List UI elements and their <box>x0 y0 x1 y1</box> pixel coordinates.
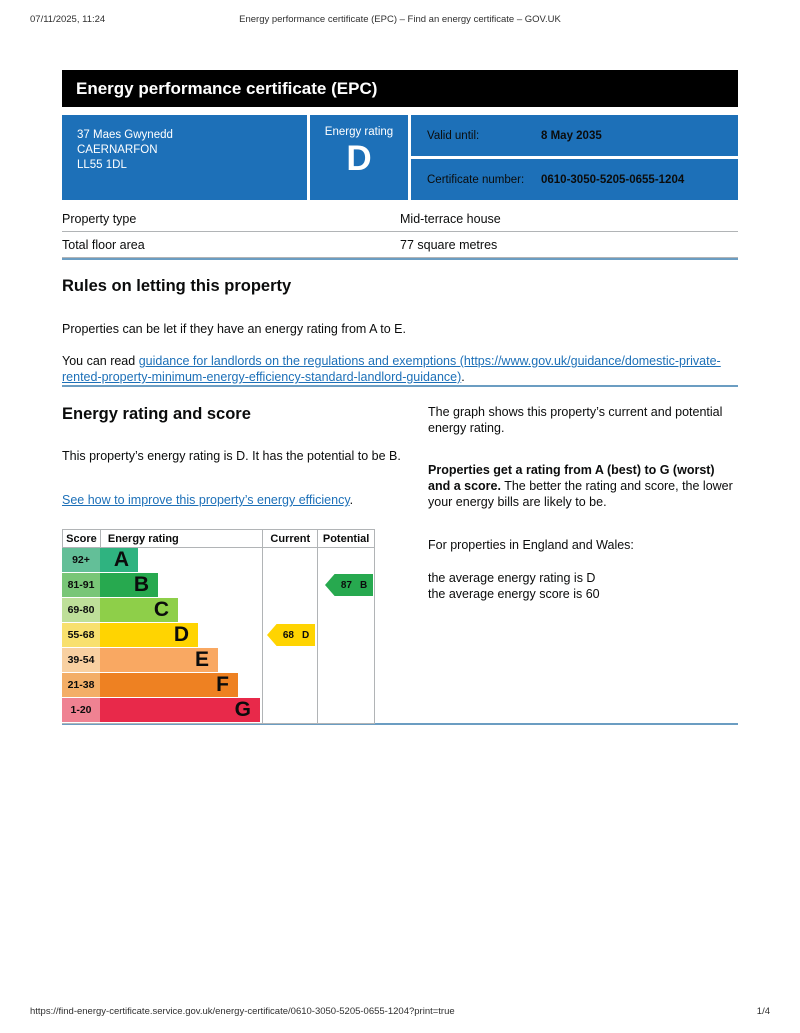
certificate-number-label: Certificate number: <box>427 173 525 186</box>
chart-header-potential: Potential <box>322 532 370 545</box>
chart-bottom-border <box>62 723 375 724</box>
print-footer: https://find-energy-certificate.service.… <box>30 1006 770 1017</box>
energy-rating-panel: Energy rating D <box>310 115 408 200</box>
rules-link-paragraph: You can read guidance for landlords on t… <box>62 353 738 385</box>
address-line-1: 37 Maes Gwynedd <box>77 129 173 141</box>
property-type-value: Mid-terrace house <box>400 212 501 226</box>
certificate-content: Energy performance certificate (EPC) 37 … <box>62 70 738 725</box>
rules-link-suffix: . <box>461 370 465 384</box>
rules-link-prefix: You can read <box>62 354 139 368</box>
chart-band-row: 92+ A <box>62 548 375 573</box>
current-rating-marker: 68 D <box>267 624 315 646</box>
table-row: Total floor area 77 square metres <box>62 232 738 258</box>
graph-explainer-paragraph: The graph shows this property’s current … <box>428 405 723 435</box>
band-bar-cell: C <box>100 598 375 622</box>
floor-area-label: Total floor area <box>62 238 145 252</box>
chart-band-row: 21-38 F <box>62 673 375 698</box>
band-score-cell: 1-20 <box>62 698 100 722</box>
landlord-guidance-link[interactable]: guidance for landlords on the regulation… <box>62 354 721 384</box>
chart-gridline <box>317 529 318 723</box>
chart-band-row: 69-80 C <box>62 598 375 623</box>
chart-header-row: Score Energy rating Current Potential <box>62 529 375 548</box>
print-footer-page: 1/4 <box>756 1006 770 1017</box>
chart-header-rating: Energy rating <box>101 530 264 547</box>
band-bar-a: A <box>100 548 138 572</box>
rating-summary-paragraph: This property’s energy rating is D. It h… <box>62 449 401 463</box>
band-score-cell: 81-91 <box>62 573 100 597</box>
chart-band-row: 1-20 G <box>62 698 375 723</box>
band-bar-c: C <box>100 598 178 622</box>
band-score-cell: 39-54 <box>62 648 100 672</box>
address-line-2: CAERNARFON <box>77 144 158 156</box>
band-score-cell: 69-80 <box>62 598 100 622</box>
band-bar-cell: G <box>100 698 375 722</box>
epc-rating-chart: Score Energy rating Current Potential 92… <box>62 529 375 724</box>
valid-until-label: Valid until: <box>427 129 480 142</box>
rating-heading: Energy rating and score <box>62 405 251 423</box>
band-bar-cell: A <box>100 548 375 572</box>
band-bar-g: G <box>100 698 260 722</box>
chart-gridline <box>262 529 263 723</box>
certificate-number-row: Certificate number: 0610-3050-5205-0655-… <box>411 159 738 200</box>
certificate-number-value: 0610-3050-5205-0655-1204 <box>541 173 685 186</box>
improve-efficiency-link[interactable]: See how to improve this property’s energ… <box>62 493 350 507</box>
average-score-line: the average energy score is 60 <box>428 587 600 601</box>
band-score-cell: 92+ <box>62 548 100 572</box>
averages-paragraph: the average energy rating is D the avera… <box>428 570 738 602</box>
rating-scale-paragraph: Properties get a rating from A (best) to… <box>428 462 738 510</box>
address-line-3: LL55 1DL <box>77 159 127 171</box>
section-divider <box>62 385 738 387</box>
summary-panels: 37 Maes Gwynedd CAERNARFON LL55 1DL Ener… <box>62 115 738 200</box>
chart-header-score: Score <box>63 530 101 547</box>
valid-until-value: 8 May 2035 <box>541 129 602 142</box>
band-bar-d: D <box>100 623 198 647</box>
section-divider <box>62 723 738 725</box>
chart-body: 92+ A 81-91 B 69-80 C 55-68 D 39-54 E 21-38 F 1-20 G <box>62 548 375 723</box>
rating-scale-bold: Properties get a rating from A (best) to… <box>428 463 715 493</box>
band-score-cell: 21-38 <box>62 673 100 697</box>
rules-paragraph: Properties can be let if they have an en… <box>62 322 406 336</box>
table-row: Property type Mid-terrace house <box>62 206 738 232</box>
improve-link-suffix: . <box>349 493 354 507</box>
band-bar-b: B <box>100 573 158 597</box>
chart-header-current: Current <box>263 530 319 547</box>
print-datetime: 07/11/2025, 11:24 <box>30 14 106 25</box>
chart-band-row: 81-91 B <box>62 573 375 598</box>
rating-section-right: The graph shows this property’s current … <box>428 387 738 723</box>
average-rating-line: the average energy rating is D <box>428 571 596 585</box>
band-bar-cell: F <box>100 673 375 697</box>
band-bar-e: E <box>100 648 218 672</box>
chart-gridline <box>374 529 375 723</box>
band-bar-cell: D <box>100 623 375 647</box>
certificate-meta-panel: Valid until: 8 May 2035 Certificate numb… <box>411 115 738 200</box>
improve-link-paragraph: See how to improve this property’s energ… <box>62 492 402 508</box>
england-wales-paragraph: For properties in England and Wales: <box>428 538 634 552</box>
property-type-label: Property type <box>62 212 137 226</box>
print-footer-url: https://find-energy-certificate.service.… <box>30 1006 455 1017</box>
print-header: 07/11/2025, 11:24 Energy performance cer… <box>30 14 770 28</box>
print-title: Energy performance certificate (EPC) – F… <box>239 14 561 25</box>
valid-until-row: Valid until: 8 May 2035 <box>411 115 738 156</box>
rules-heading: Rules on letting this property <box>62 277 292 295</box>
rating-scale-rest: The better the rating and score, the low… <box>428 479 733 509</box>
band-bar-cell: B <box>100 573 375 597</box>
chart-band-row: 55-68 D <box>62 623 375 648</box>
band-bar-f: F <box>100 673 238 697</box>
rating-section: Energy rating and score This property’s … <box>62 387 738 724</box>
potential-rating-marker: 87 B <box>325 574 373 596</box>
certificate-banner: Energy performance certificate (EPC) <box>62 70 738 107</box>
chart-band-row: 39-54 E <box>62 648 375 673</box>
property-facts-table: Property type Mid-terrace house Total fl… <box>62 206 738 258</box>
address-panel: 37 Maes Gwynedd CAERNARFON LL55 1DL <box>62 115 307 200</box>
rating-section-left: Energy rating and score This property’s … <box>62 387 402 724</box>
energy-rating-value: D <box>346 139 372 178</box>
energy-rating-label: Energy rating <box>324 126 394 138</box>
band-bar-cell: E <box>100 648 375 672</box>
band-score-cell: 55-68 <box>62 623 100 647</box>
section-divider <box>62 258 738 260</box>
floor-area-value: 77 square metres <box>400 238 498 252</box>
